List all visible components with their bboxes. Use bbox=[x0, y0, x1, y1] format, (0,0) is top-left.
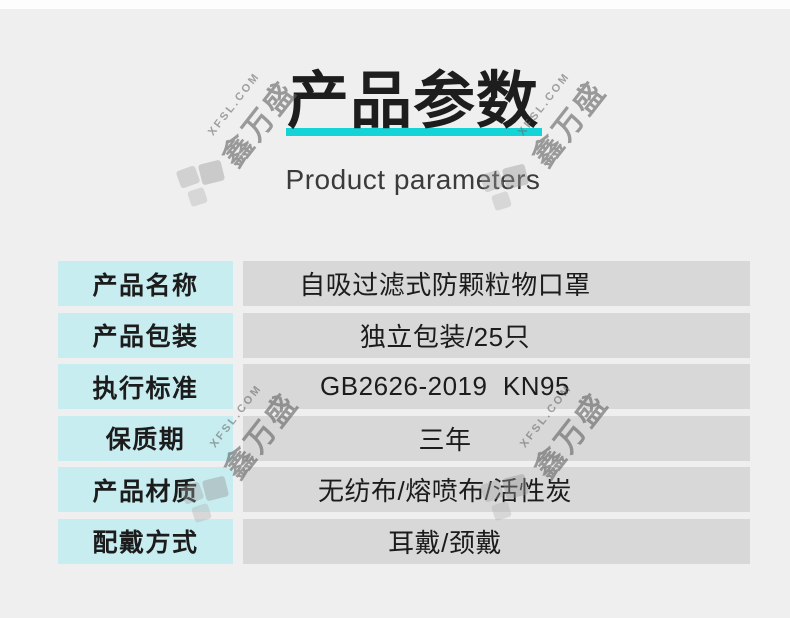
spec-label-wearing-style: 配戴方式 bbox=[58, 518, 233, 564]
spec-table: 产品名称 自吸过滤式防颗粒物口罩 产品包装 独立包装/25只 执行标准 GB26… bbox=[58, 261, 750, 564]
page-subtitle: Product parameters bbox=[285, 164, 541, 195]
table-row: 保质期 三年 bbox=[58, 415, 750, 461]
table-row: 产品材质 无纺布/熔喷布/活性炭 bbox=[58, 467, 750, 512]
spec-label-product-name: 产品名称 bbox=[58, 261, 233, 306]
page-title: 产品参数 bbox=[285, 67, 542, 136]
spec-value-product-name: 自吸过滤式防颗粒物口罩 bbox=[243, 261, 750, 306]
table-row: 执行标准 GB2626-2019 KN95 bbox=[58, 364, 750, 409]
page-title-text: 产品参数 bbox=[286, 67, 539, 136]
spec-label-shelf-life: 保质期 bbox=[58, 415, 233, 461]
spec-value-shelf-life: 三年 bbox=[243, 415, 750, 461]
table-row: 产品包装 独立包装/25只 bbox=[58, 312, 750, 358]
spec-label-standard: 执行标准 bbox=[58, 364, 233, 409]
spec-value-wearing-style: 耳戴/颈戴 bbox=[243, 518, 750, 564]
spec-value-packaging: 独立包装/25只 bbox=[243, 312, 750, 358]
spec-label-packaging: 产品包装 bbox=[58, 312, 233, 358]
spec-value-standard: GB2626-2019 KN95 bbox=[243, 364, 750, 409]
spec-label-material: 产品材质 bbox=[58, 467, 233, 512]
spec-value-material: 无纺布/熔喷布/活性炭 bbox=[243, 467, 750, 512]
header: 产品参数 Product parameters bbox=[36, 70, 790, 195]
table-row: 配戴方式 耳戴/颈戴 bbox=[58, 518, 750, 564]
top-white-strip bbox=[0, 0, 790, 9]
table-row: 产品名称 自吸过滤式防颗粒物口罩 bbox=[58, 261, 750, 306]
